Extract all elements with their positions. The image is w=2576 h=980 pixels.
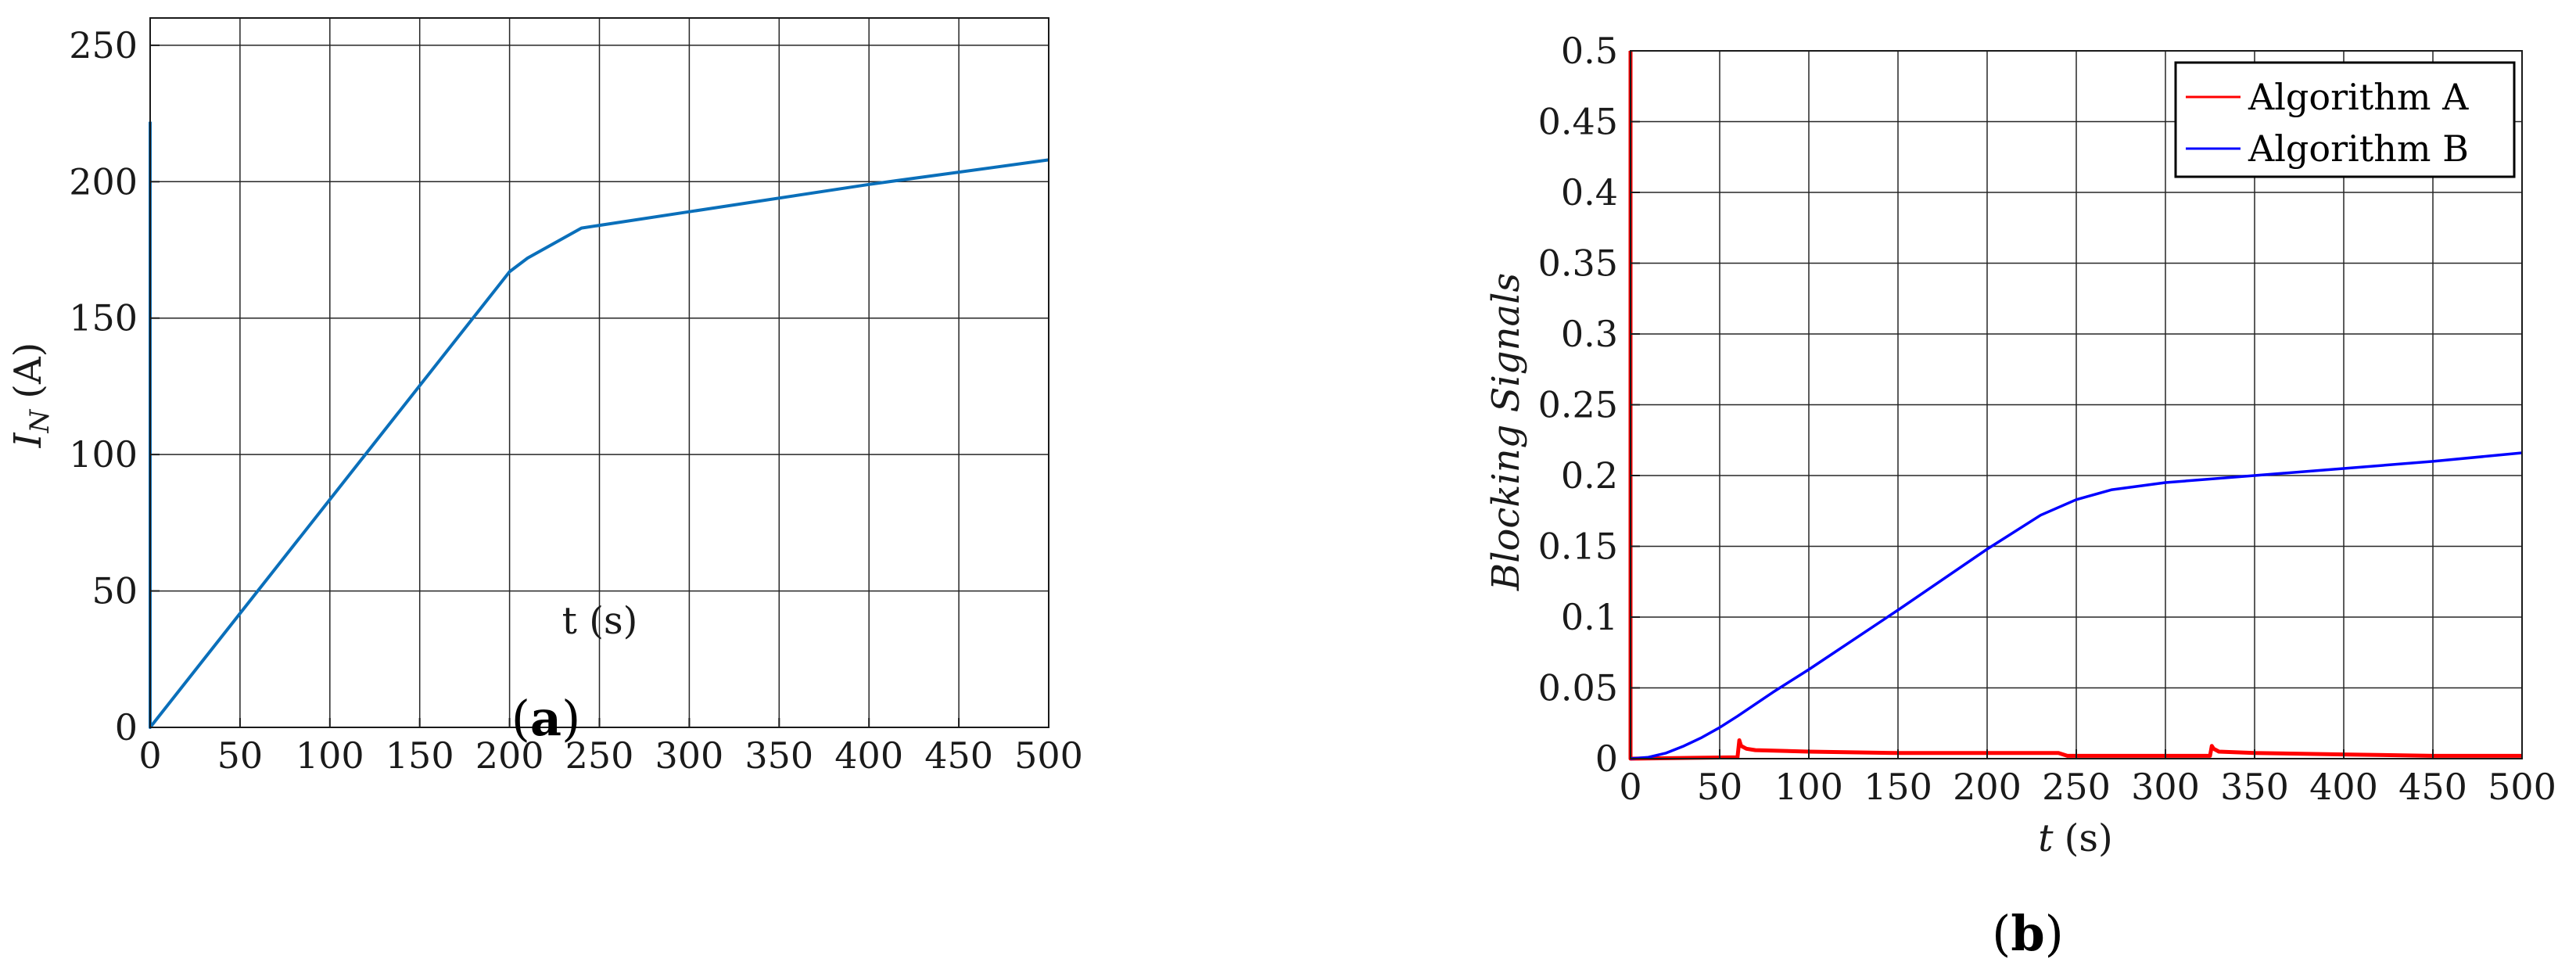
chart-a-panel-label: (a) xyxy=(511,690,581,747)
x-tick-label: 300 xyxy=(2131,766,2200,808)
legend-label-algorithm-a: Algorithm A xyxy=(2248,76,2469,118)
y-tick-label: 0.4 xyxy=(1561,171,1618,214)
y-tick-label: 0.3 xyxy=(1561,313,1618,355)
chart-a: 0 50 100 150 200 250 300 350 400 450 500 0 50 100 150… xyxy=(6,17,1083,777)
y-tick-label: 0.1 xyxy=(1561,596,1618,638)
panel-b-open-paren: ( xyxy=(1992,905,2011,962)
x-tick-label: 100 xyxy=(1774,766,1843,808)
y-tick-label: 100 xyxy=(69,433,138,476)
chart-a-x-ticks: 0 50 100 150 200 250 300 350 400 450 500 xyxy=(138,718,1083,777)
y-tick-label: 0.2 xyxy=(1561,454,1618,497)
x-tick-label: 150 xyxy=(1864,766,1932,808)
chart-a-y-axis-label: IN (A) xyxy=(6,343,56,449)
x-tick-label: 500 xyxy=(2488,766,2556,808)
legend-label-algorithm-b: Algorithm B xyxy=(2248,127,2469,170)
x-tick-label: 400 xyxy=(2309,766,2378,808)
x-tick-label: 50 xyxy=(1697,766,1743,808)
chart-b-panel-label: (b) xyxy=(1992,905,2064,962)
y-tick-label: 0.5 xyxy=(1561,30,1618,72)
chart-a-y-ticks: 0 50 100 150 200 250 xyxy=(69,24,160,748)
chart-b-y-ticks: 0 0.05 0.1 0.15 0.2 0.25 0.3 0.35 0.4 0.45 0.5 xyxy=(1538,30,1640,780)
x-tick-label: 350 xyxy=(744,734,813,777)
x-tick-label: 450 xyxy=(924,734,993,777)
chart-a-series xyxy=(149,121,1049,729)
y-tick-label: 0.15 xyxy=(1538,526,1618,568)
x-tick-label: 300 xyxy=(655,734,723,777)
x-tick-label: 450 xyxy=(2398,766,2467,808)
x-tick-label: 500 xyxy=(1014,734,1083,777)
x-tick-label: 250 xyxy=(565,734,634,777)
chart-b-series xyxy=(1628,51,2523,761)
x-tick-label: 250 xyxy=(2042,766,2111,808)
panel-a-close-paren: ) xyxy=(561,690,580,747)
chart-b-x-ticks: 0 50 100 150 200 250 300 350 400 450 500 xyxy=(1619,749,2556,808)
chart-b-legend-box xyxy=(2174,61,2516,178)
y-tick-label: 0 xyxy=(1595,738,1618,780)
y-tick-label: 0.45 xyxy=(1538,101,1618,143)
series-algorithm-a xyxy=(1628,51,2522,761)
y-tick-label: 0.35 xyxy=(1538,242,1618,285)
chart-b-x-label-var: t xyxy=(2038,817,2054,860)
x-tick-label: 200 xyxy=(1953,766,2022,808)
series-line xyxy=(149,121,1049,729)
y-tick-label: 50 xyxy=(91,570,138,612)
chart-b: 0 50 100 150 200 250 300 350 400 450 500 00.050.10… xyxy=(1484,30,2556,962)
chart-a-y-label-symbol: I xyxy=(6,432,50,448)
x-tick-label: 0 xyxy=(138,734,161,777)
chart-b-y-axis-label: Blocking Signals xyxy=(1484,273,1528,591)
x-tick-label: 350 xyxy=(2220,766,2289,808)
y-tick-label: 250 xyxy=(69,24,138,66)
series-algorithm-b xyxy=(1630,451,2523,760)
panel-b-close-paren: ) xyxy=(2045,905,2064,962)
panel-a-letter: a xyxy=(530,690,561,747)
y-tick-label: 0.05 xyxy=(1538,667,1618,709)
chart-a-x-axis-label: t (s) xyxy=(562,599,638,643)
x-tick-label: 400 xyxy=(834,734,903,777)
x-tick-label: 100 xyxy=(296,734,364,777)
x-tick-label: 0 xyxy=(1619,766,1641,808)
x-tick-label: 150 xyxy=(386,734,454,777)
y-tick-label: 150 xyxy=(69,297,138,339)
chart-b-x-axis-label: t (s) xyxy=(2038,817,2112,860)
chart-a-y-label-subscript: N xyxy=(24,408,56,433)
y-tick-label: 200 xyxy=(69,160,138,203)
y-tick-label: 0.25 xyxy=(1538,384,1618,426)
x-tick-label: 50 xyxy=(217,734,264,777)
panel-a-open-paren: ( xyxy=(511,690,530,747)
panel-b-letter: b xyxy=(2011,905,2044,962)
chart-b-legend: Algorithm A Algorithm B xyxy=(2174,61,2516,178)
y-tick-label: 0 xyxy=(115,706,138,748)
chart-b-x-label-unit: (s) xyxy=(2065,817,2113,860)
x-tick-label: 200 xyxy=(475,734,544,777)
chart-a-y-label-unit: (A) xyxy=(6,343,50,399)
